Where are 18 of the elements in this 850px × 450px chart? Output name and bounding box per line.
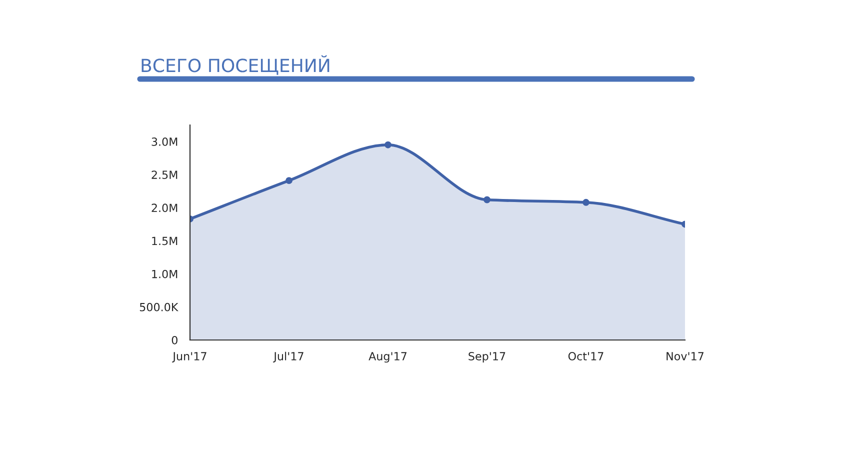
- y-tick-label: 500.0K: [140, 302, 178, 312]
- x-tick-label: Sep'17: [468, 352, 506, 363]
- y-tick-label: 2.5M: [152, 170, 178, 179]
- x-tick-label: Aug'17: [368, 352, 406, 363]
- x-tick-label: Oct'17: [568, 352, 604, 360]
- x-tick-label: Nov'17: [666, 352, 704, 360]
- point: [286, 177, 292, 184]
- x-tick-label: Jun'17: [172, 352, 206, 362]
- point: [384, 141, 392, 148]
- point: [484, 196, 490, 204]
- y-tick-label: 1.0M: [152, 270, 178, 278]
- x-tick-label: Jul'17: [273, 352, 304, 362]
- y-tick-label: 2.0M: [152, 204, 178, 212]
- point: [582, 198, 590, 206]
- y-tick-label: 0: [172, 336, 178, 344]
- y-tick-label: 1.5M: [152, 236, 178, 246]
- y-tick-label: 3.0M: [152, 138, 178, 146]
- chart-title: ВСЕГО ПОСЕЩЕНИЙ: [142, 55, 330, 75]
